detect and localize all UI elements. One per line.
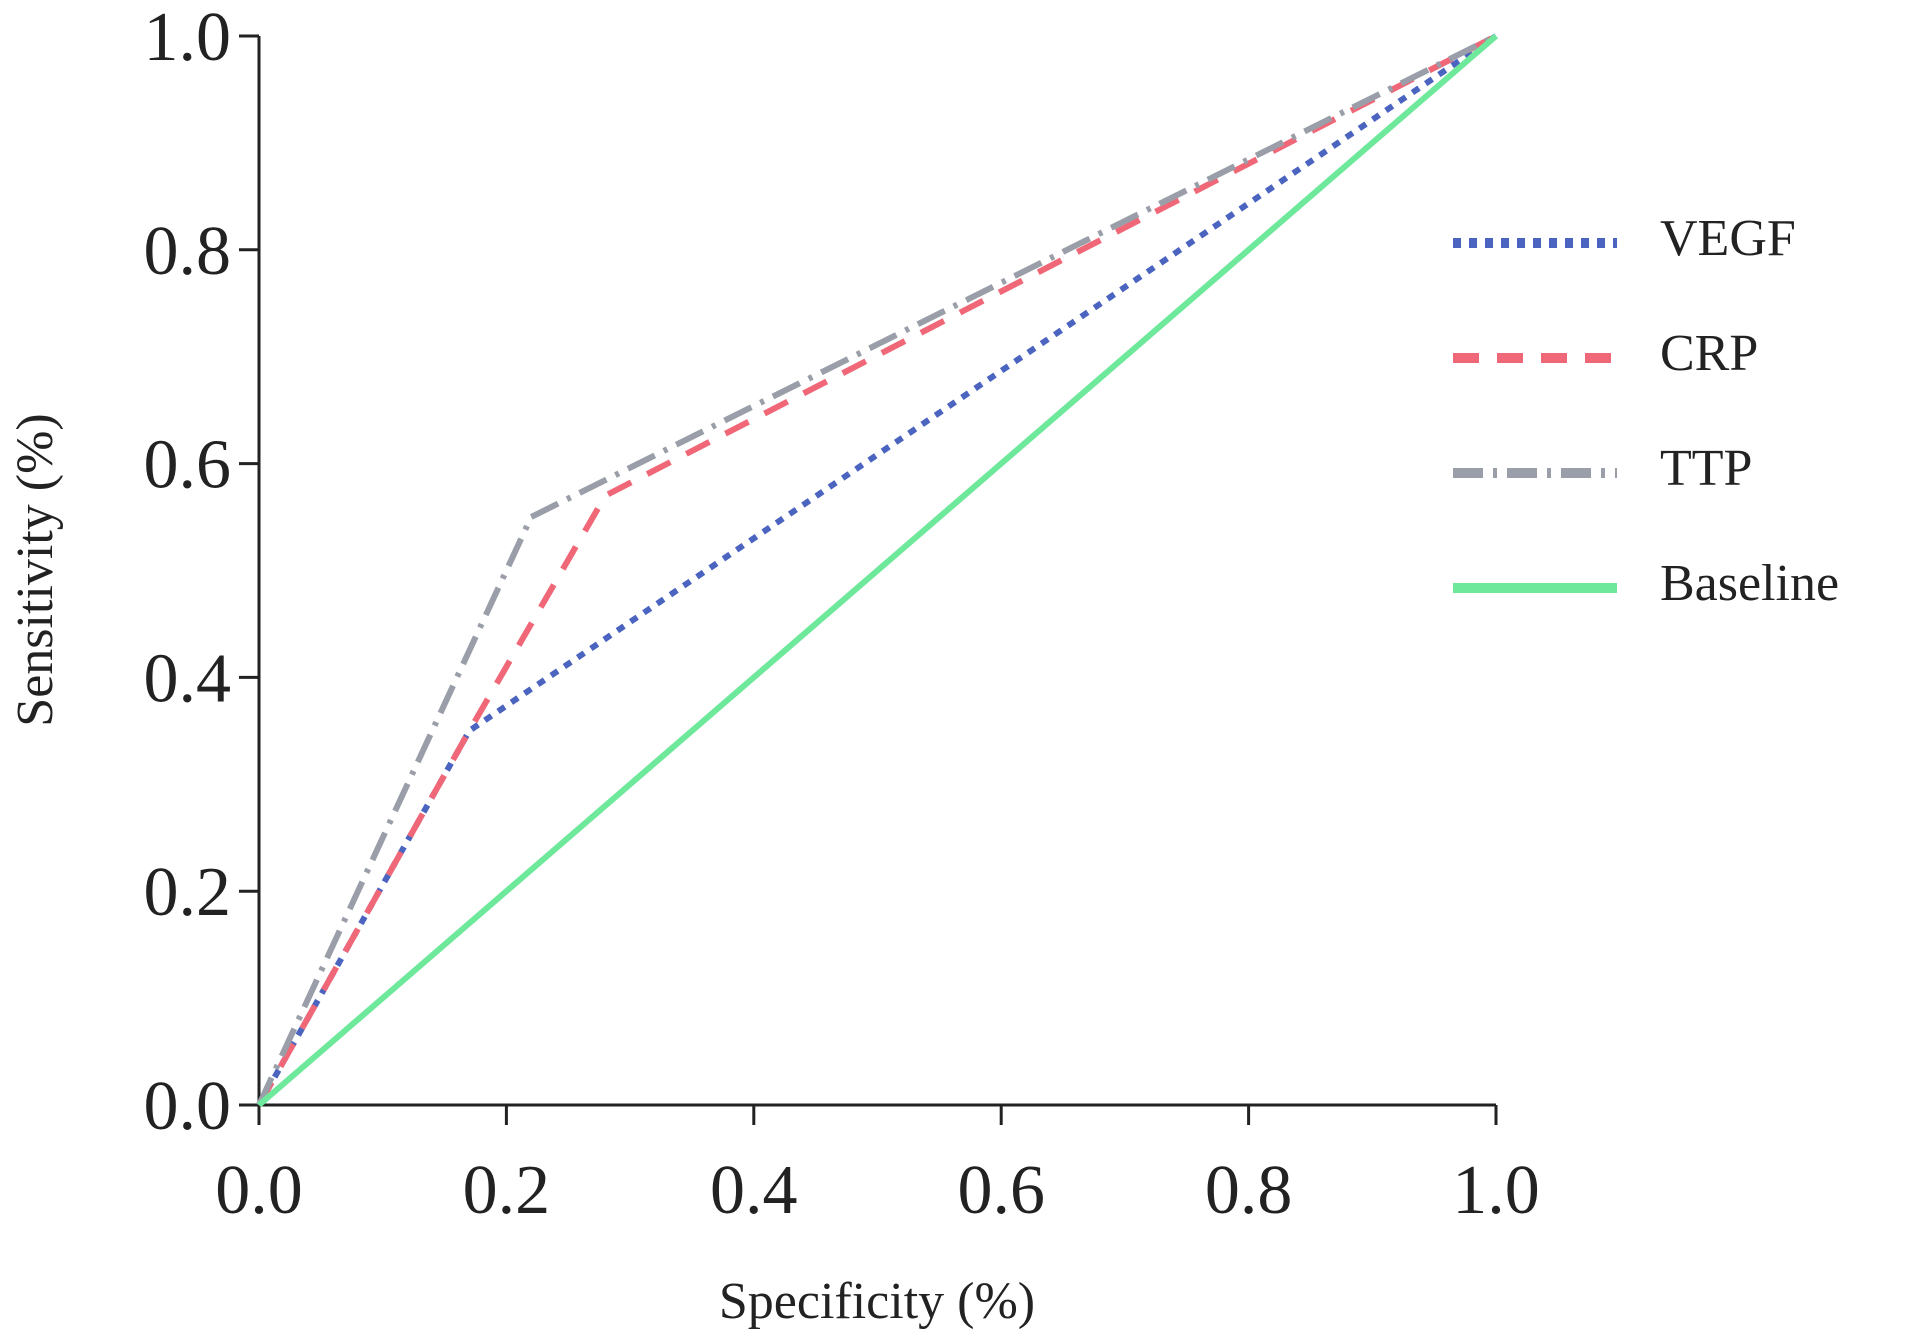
y-tick-label: 0.6 <box>144 427 232 504</box>
x-tick-label: 0.8 <box>1205 1152 1293 1229</box>
roc-line <box>257 33 1498 1108</box>
legend-label: TTP <box>1660 440 1752 497</box>
y-tick-label: 0.8 <box>144 213 232 290</box>
legend-label: VEGF <box>1660 210 1796 267</box>
x-tick-label: 1.0 <box>1452 1152 1540 1229</box>
x-tick-label: 0.4 <box>710 1152 798 1229</box>
y-tick-label: 0.4 <box>144 640 232 717</box>
x-axis-title: Specificity (%) <box>719 1273 1035 1330</box>
legend-label: Baseline <box>1660 555 1839 612</box>
x-tick-label: 0.0 <box>215 1152 303 1229</box>
x-tick-label: 0.6 <box>957 1152 1045 1229</box>
y-tick-label: 1.0 <box>144 0 232 76</box>
x-tick-label: 0.2 <box>463 1152 551 1229</box>
y-tick-label: 0.0 <box>144 1068 232 1145</box>
roc-line <box>256 33 1498 1107</box>
y-axis-title: Sensitivity (%) <box>7 413 64 726</box>
legend-label: CRP <box>1660 325 1758 382</box>
roc-line <box>256 33 1498 1107</box>
y-tick-label: 0.2 <box>144 854 232 931</box>
roc-line <box>256 33 1498 1107</box>
